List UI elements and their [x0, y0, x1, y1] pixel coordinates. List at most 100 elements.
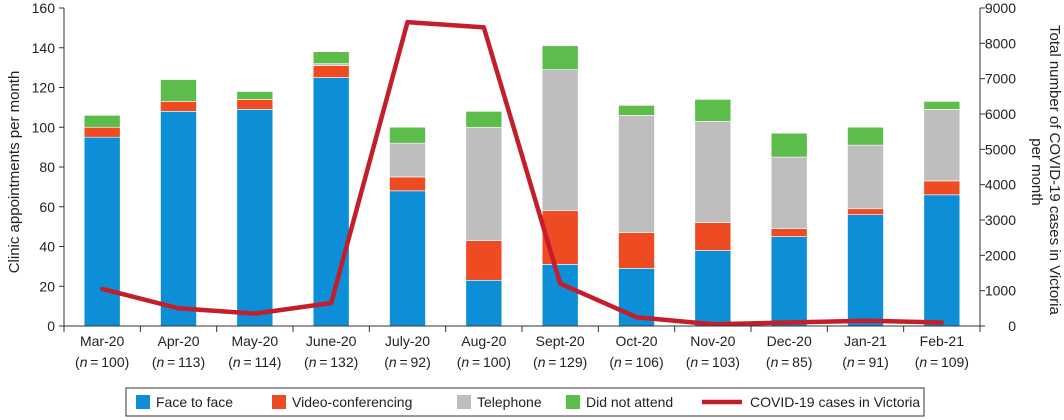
legend: Face to face Video-conferencing Telephone D… — [125, 387, 925, 417]
category-label: Feb-21 — [920, 333, 965, 349]
sample-size-open: ( — [766, 354, 771, 370]
y2-tick-label: 8000 — [985, 35, 1016, 51]
bar-segment — [389, 176, 426, 192]
sample-size-n: n — [538, 354, 546, 370]
sample-size-label: (n = 91) — [842, 354, 889, 370]
sample-size-value: 129 — [559, 354, 583, 370]
sample-size-value: 103 — [712, 354, 736, 370]
sample-size-equals: = — [778, 354, 792, 370]
bar-segment — [465, 111, 503, 128]
bar-segment — [847, 214, 884, 327]
sample-size-label: (n = 132) — [304, 354, 358, 370]
bar-segment — [389, 126, 426, 144]
bar-segment — [770, 228, 808, 237]
category-label: May-20 — [231, 333, 278, 349]
bar-segment — [160, 101, 197, 112]
sample-size-label: (n = 92) — [384, 354, 431, 370]
y2-tick-label: 2000 — [985, 247, 1016, 263]
bars-layer — [83, 45, 961, 327]
category-label: Nov-20 — [690, 333, 735, 349]
legend-label: Did not attend — [586, 394, 673, 410]
sample-size-n: n — [614, 354, 622, 370]
bar-segment — [694, 120, 732, 223]
sample-size-equals: = — [545, 354, 559, 370]
sample-size-value: 100 — [483, 354, 507, 370]
bar-segment — [312, 51, 350, 64]
sample-size-open: ( — [609, 354, 614, 370]
sample-size-close: ) — [506, 354, 511, 370]
bar-segment — [847, 208, 884, 216]
bar-segment — [923, 180, 961, 196]
bar-segment — [618, 232, 655, 269]
y-tick-label: 80 — [39, 159, 55, 175]
sample-size-close: ) — [964, 354, 969, 370]
sample-size-open: ( — [304, 354, 309, 370]
bar-segment — [923, 101, 961, 110]
bar-segment — [923, 194, 961, 327]
category-label: Aug-20 — [461, 333, 506, 349]
bar-segment — [465, 279, 503, 327]
category-label: Jan-21 — [844, 333, 887, 349]
category-label: July-20 — [385, 333, 430, 349]
sample-size-value: 100 — [101, 354, 125, 370]
legend-swatch — [457, 395, 471, 409]
bar-segment — [618, 105, 655, 116]
y-tick-label: 20 — [39, 278, 55, 294]
bar-segment — [847, 126, 884, 146]
sample-size-close: ) — [426, 354, 431, 370]
sample-size-n: n — [389, 354, 397, 370]
sample-size-label: (n = 113) — [152, 354, 205, 370]
axes-layer: 0 20 40 60 80 100 120 140 160 0 1000 2000 3000 4000 50… — [32, 0, 1017, 334]
y-tick-label: 160 — [32, 0, 56, 16]
sample-size-n: n — [919, 354, 927, 370]
bar-segment — [541, 45, 579, 70]
bar-segment — [694, 222, 732, 251]
y-tick-label: 60 — [39, 199, 55, 215]
sample-size-open: ( — [75, 354, 80, 370]
y2-axis-title-line-1: Total number of COVID-19 cases in Victor… — [1046, 25, 1063, 316]
sample-size-close: ) — [808, 354, 813, 370]
y-tick-label: 100 — [32, 119, 56, 135]
bar-segment — [236, 91, 274, 100]
y-tick-label: 40 — [39, 239, 55, 255]
sample-size-close: ) — [354, 354, 359, 370]
covid-cases-line — [99, 19, 945, 327]
sample-size-n: n — [690, 354, 698, 370]
y-tick-label: 0 — [47, 318, 55, 334]
bar-segment — [312, 77, 350, 327]
line-layer — [99, 19, 945, 327]
sample-size-equals: = — [855, 354, 869, 370]
bar-segment — [236, 109, 274, 327]
sample-size-equals: = — [397, 354, 411, 370]
category-label: Oct-20 — [615, 333, 657, 349]
bar-segment — [770, 236, 808, 327]
category-label: Dec-20 — [767, 333, 812, 349]
sample-size-close: ) — [583, 354, 588, 370]
bar-segment — [312, 65, 350, 78]
sample-size-equals: = — [927, 354, 941, 370]
sample-size-value: 114 — [254, 354, 277, 370]
sample-size-equals: = — [316, 354, 330, 370]
legend-swatch — [136, 395, 150, 409]
bar-segment — [694, 250, 732, 327]
y2-tick-label: 6000 — [985, 106, 1016, 122]
legend-label: COVID-19 cases in Victoria — [750, 394, 920, 410]
y-tick-label: 140 — [32, 40, 56, 56]
sample-size-n: n — [233, 354, 241, 370]
sample-size-close: ) — [125, 354, 130, 370]
sample-size-equals: = — [164, 354, 178, 370]
y2-tick-label: 9000 — [985, 0, 1016, 16]
sample-size-open: ( — [384, 354, 389, 370]
sample-size-equals: = — [469, 354, 483, 370]
bar-segment — [770, 156, 808, 229]
legend-box — [125, 387, 925, 417]
bar-segment — [541, 69, 579, 212]
legend-label: Video-conferencing — [292, 394, 412, 410]
bar-segment — [389, 190, 426, 327]
bar-segment — [770, 132, 808, 158]
y-axis-title: Clinic appointments per month — [6, 71, 23, 274]
bar-segment — [160, 79, 197, 102]
sample-size-equals: = — [622, 354, 636, 370]
sample-size-value: 106 — [636, 354, 660, 370]
